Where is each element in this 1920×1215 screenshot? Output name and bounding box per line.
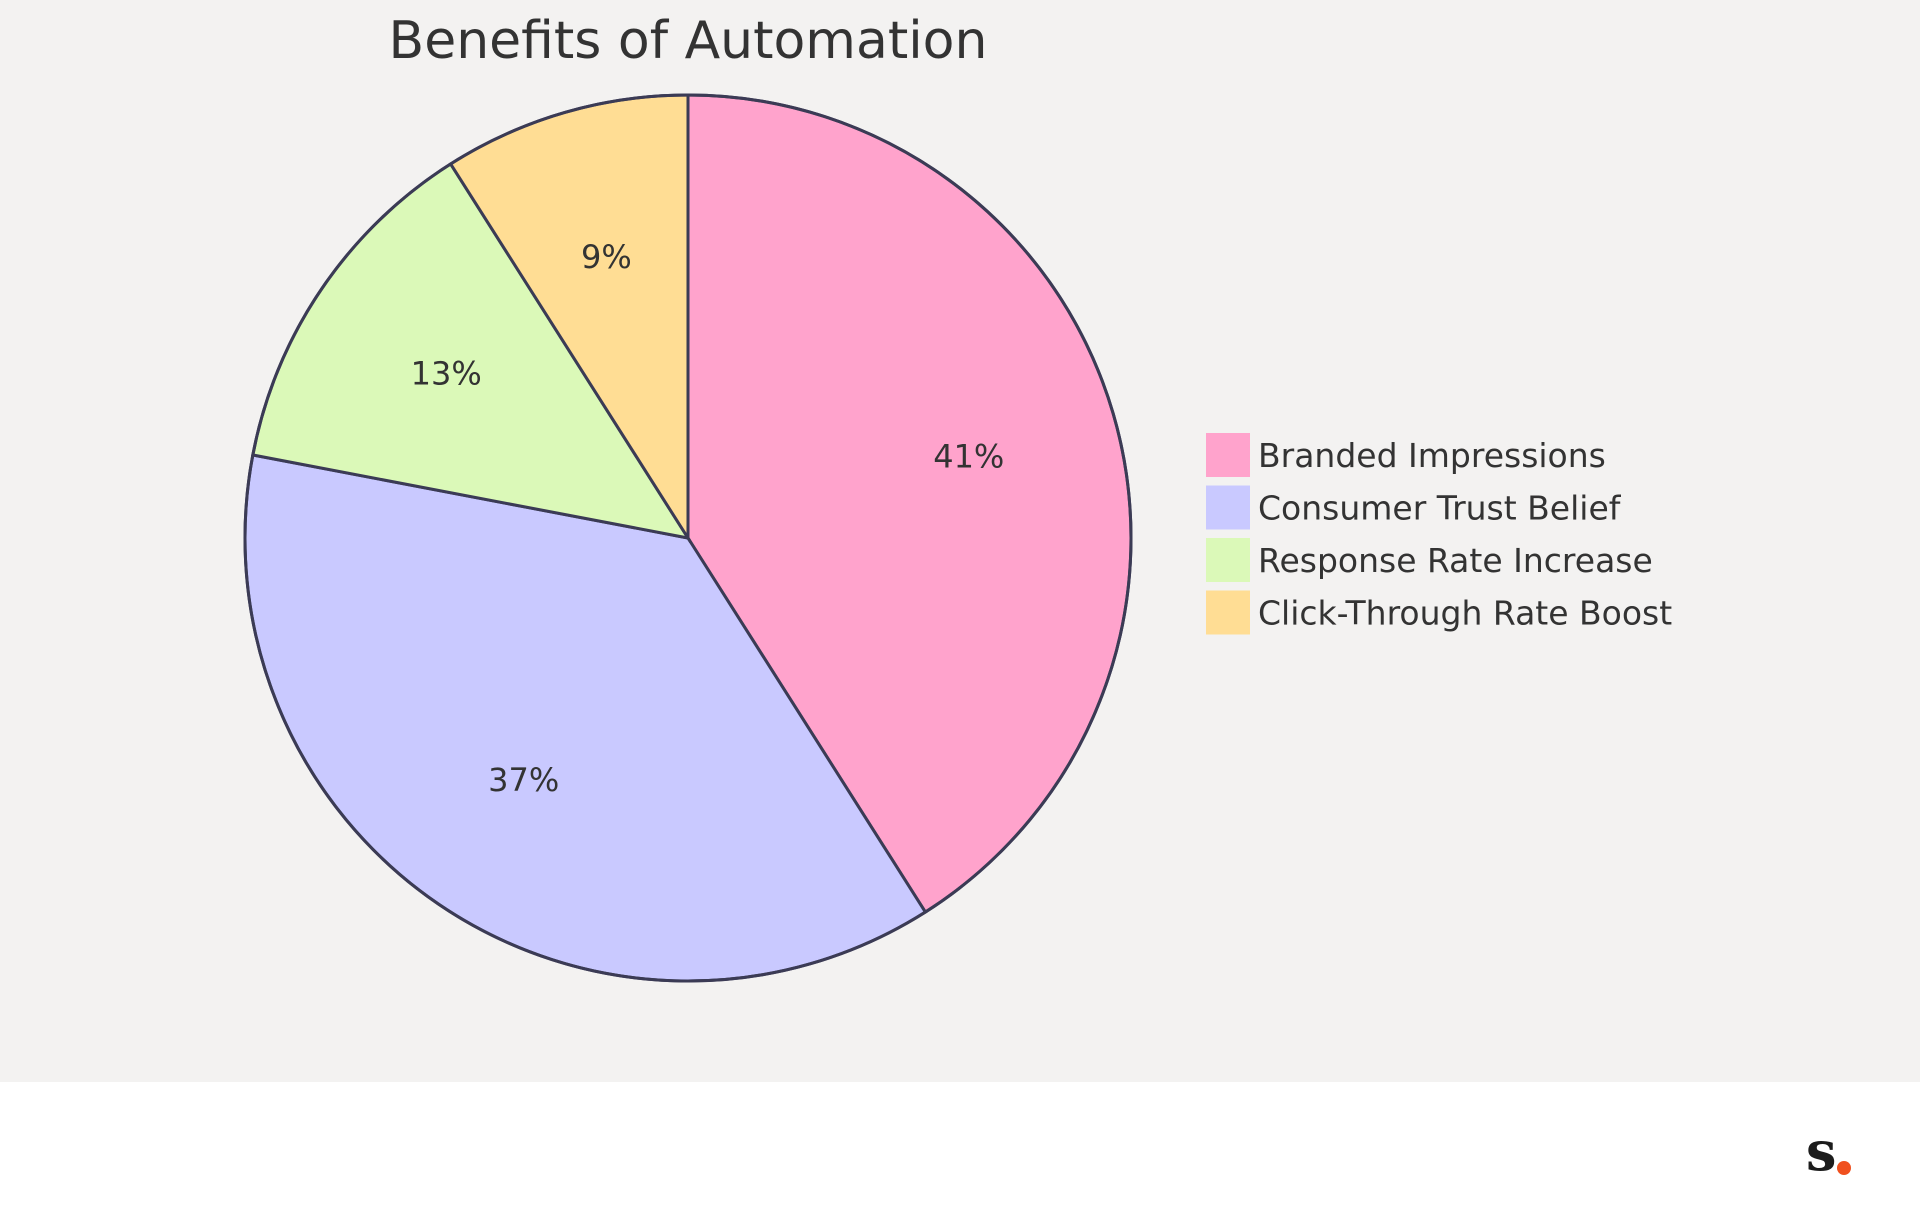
legend-swatch: [1206, 538, 1250, 582]
slice-value-label: 37%: [488, 761, 559, 799]
footer: [0, 1082, 1920, 1215]
legend-swatch: [1206, 433, 1250, 477]
slice-value-label: 41%: [933, 437, 1004, 475]
legend-label: Branded Impressions: [1258, 436, 1606, 475]
legend: Branded Impressions Consumer Trust Belief…: [1206, 433, 1672, 635]
logo-letter: s: [1806, 1122, 1836, 1182]
legend-label: Response Rate Increase: [1258, 541, 1653, 580]
legend-label: Click-Through Rate Boost: [1258, 594, 1672, 633]
slice-value-label: 13%: [411, 355, 482, 393]
slice-value-label: 9%: [581, 238, 632, 276]
legend-swatch: [1206, 485, 1250, 530]
pie-labels: 41% 37% 13% 9%: [411, 238, 1005, 799]
logo-dot: [1837, 1161, 1851, 1175]
legend-label: Consumer Trust Belief: [1258, 489, 1622, 528]
legend-swatch: [1206, 590, 1250, 635]
chart-area: Benefits of Automation 41% 37% 13% 9% Brand…: [0, 0, 1920, 1082]
brand-logo: s: [1806, 1122, 1851, 1182]
pie-chart: Benefits of Automation 41% 37% 13% 9% Brand…: [243, 11, 1672, 983]
pie-outline: [243, 93, 1133, 983]
pie-slices: [243, 93, 1133, 983]
chart-title: Benefits of Automation: [389, 11, 988, 71]
